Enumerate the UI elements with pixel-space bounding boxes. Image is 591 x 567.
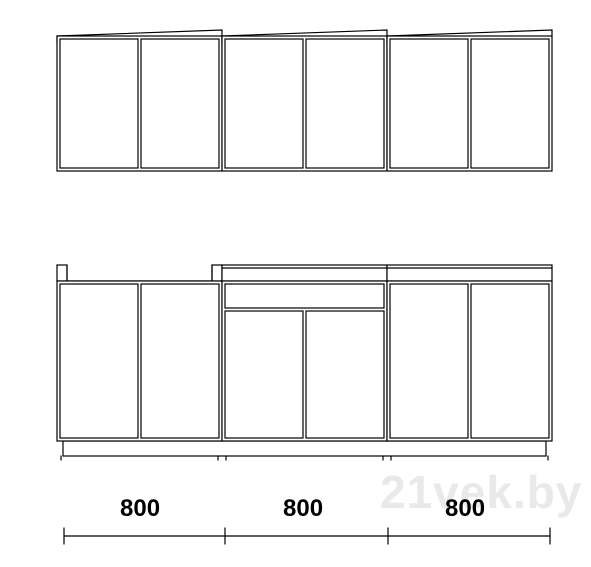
dimension-label-1: 800	[120, 495, 160, 523]
dimension-label-3: 800	[445, 495, 485, 523]
cabinet-diagram	[0, 0, 591, 567]
dimension-label-2: 800	[283, 495, 323, 523]
